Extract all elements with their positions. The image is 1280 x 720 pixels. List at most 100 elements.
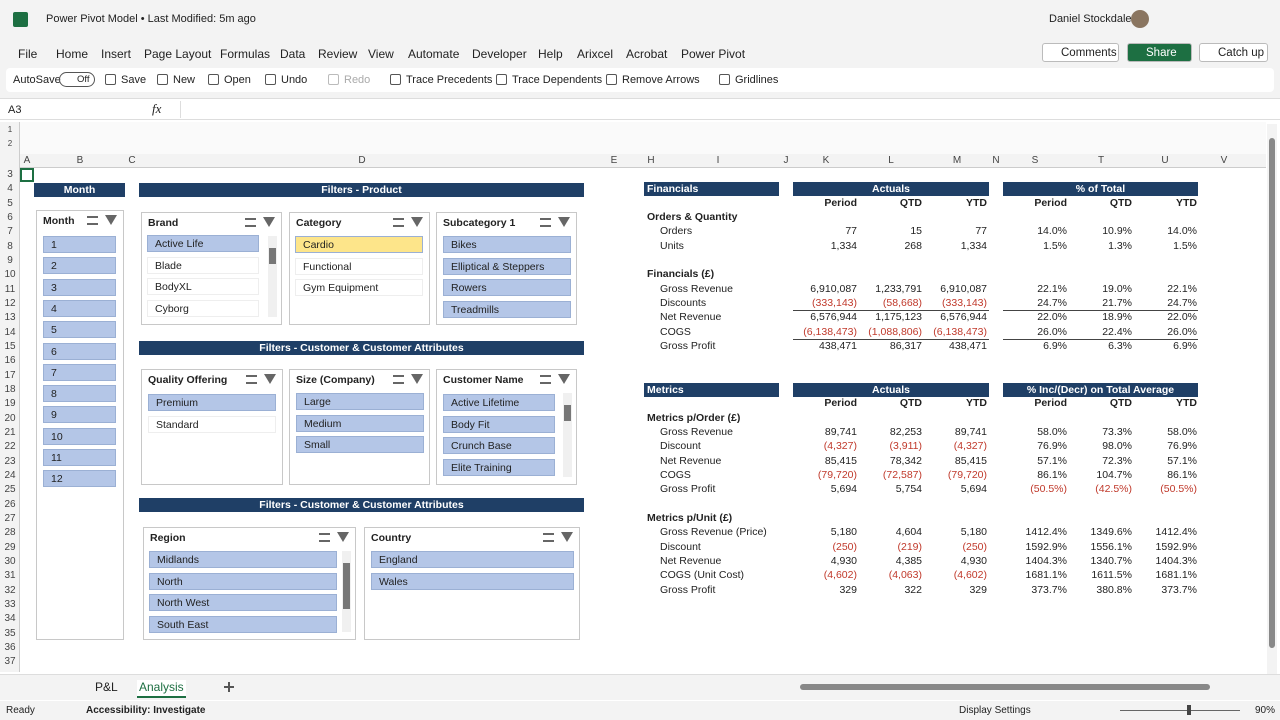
row-header[interactable]: 34 xyxy=(4,613,16,625)
toolbar-button[interactable]: Open xyxy=(224,74,251,86)
slicer-item[interactable]: BodyXL xyxy=(147,278,259,295)
slicer-item[interactable]: Active Life xyxy=(147,235,259,252)
menu-tab[interactable]: Automate xyxy=(408,47,460,61)
slicer-item[interactable]: Blade xyxy=(147,256,259,274)
status-zoom[interactable]: 90% xyxy=(1255,705,1276,716)
clear-filter-icon[interactable] xyxy=(337,532,349,542)
multi-select-icon[interactable] xyxy=(393,218,404,227)
menu-tab[interactable]: Formulas xyxy=(220,47,271,61)
multi-select-icon[interactable] xyxy=(543,533,554,542)
column-header[interactable]: C xyxy=(128,155,136,166)
row-header[interactable]: 23 xyxy=(4,455,16,467)
slicer-item[interactable]: Midlands xyxy=(149,551,337,568)
row-header[interactable]: 31 xyxy=(4,570,16,582)
slicer-item[interactable]: North xyxy=(149,572,337,590)
clear-filter-icon[interactable] xyxy=(561,532,573,542)
row-header[interactable]: 4 xyxy=(7,183,13,195)
column-header[interactable]: B xyxy=(76,155,84,166)
slicer-item[interactable]: 10 xyxy=(43,427,116,445)
slicer-scroll-thumb[interactable] xyxy=(343,563,350,609)
row-header[interactable]: 24 xyxy=(4,469,16,481)
clear-filter-icon[interactable] xyxy=(411,374,423,384)
slicer-item[interactable]: 1 xyxy=(43,236,116,253)
toolbar-button[interactable]: Redo xyxy=(344,74,371,86)
row-header[interactable]: 30 xyxy=(4,555,16,567)
menu-button[interactable]: Share xyxy=(1127,43,1192,62)
sheet-tab[interactable]: P&L xyxy=(95,680,118,694)
row-header[interactable]: 7 xyxy=(7,226,13,238)
add-sheet-icon[interactable] xyxy=(228,682,230,692)
slicer-item[interactable]: Crunch Base xyxy=(443,437,555,454)
clear-filter-icon[interactable] xyxy=(264,374,276,384)
menu-button[interactable]: Comments xyxy=(1042,43,1119,62)
row-header[interactable]: 35 xyxy=(4,627,16,639)
status-accessibility[interactable]: Accessibility: Investigate xyxy=(86,705,206,716)
slicer-item[interactable]: 4 xyxy=(43,299,116,317)
row-header[interactable]: 21 xyxy=(4,426,16,438)
menu-tab[interactable]: Home xyxy=(56,47,89,61)
row-header[interactable]: 15 xyxy=(4,340,16,352)
menu-tab[interactable]: File xyxy=(18,47,38,61)
slicer-item[interactable]: North West xyxy=(149,594,337,611)
row-header[interactable]: 18 xyxy=(4,383,16,395)
column-header[interactable]: H xyxy=(647,155,655,166)
slicer-item[interactable]: Cardio xyxy=(295,236,423,253)
menu-button-label[interactable]: Comments xyxy=(1061,47,1117,59)
toolbar-button[interactable]: Trace Precedents xyxy=(406,74,493,86)
multi-select-icon[interactable] xyxy=(393,375,404,384)
column-header[interactable]: E xyxy=(610,155,618,166)
menu-tab[interactable]: View xyxy=(368,47,394,61)
row-header[interactable]: 11 xyxy=(4,283,16,295)
menu-tab[interactable]: Page Layout xyxy=(144,47,212,61)
slicer-item[interactable]: 8 xyxy=(43,385,116,403)
zoom-thumb[interactable] xyxy=(1187,705,1191,715)
multi-select-icon[interactable] xyxy=(540,218,551,227)
slicer-item[interactable]: Functional xyxy=(295,257,423,275)
menu-tab[interactable]: Review xyxy=(318,47,358,61)
toolbar-button[interactable]: Gridlines xyxy=(735,74,779,86)
slicer-item[interactable]: Cyborg xyxy=(147,299,259,317)
toolbar-button[interactable]: Save xyxy=(121,74,147,86)
menu-tab[interactable]: Insert xyxy=(101,47,132,61)
row-header[interactable]: 5 xyxy=(7,197,13,209)
slicer-item[interactable]: Bikes xyxy=(443,236,571,253)
clear-filter-icon[interactable] xyxy=(411,217,423,227)
slicer-item[interactable]: 9 xyxy=(43,406,116,424)
row-header[interactable]: 28 xyxy=(4,527,16,539)
scroll-thumb[interactable] xyxy=(1269,138,1275,648)
row-header[interactable]: 20 xyxy=(4,412,16,424)
row-header[interactable]: 19 xyxy=(4,398,16,410)
menu-tab[interactable]: Acrobat xyxy=(626,47,668,61)
slicer-scrollbar[interactable] xyxy=(563,393,572,477)
slicer-item[interactable]: Wales xyxy=(371,572,574,590)
row-header[interactable]: 2 xyxy=(7,139,13,148)
slicer-item[interactable]: 11 xyxy=(43,449,116,466)
menu-tab[interactable]: Power Pivot xyxy=(681,47,746,61)
multi-select-icon[interactable] xyxy=(540,375,551,384)
row-header[interactable]: 10 xyxy=(4,269,16,281)
name-box[interactable]: A3 xyxy=(8,104,22,116)
slicer-item[interactable]: Active Lifetime xyxy=(443,394,555,411)
row-header[interactable]: 6 xyxy=(7,211,13,223)
column-header[interactable]: M xyxy=(952,155,962,166)
slicer-item[interactable]: Medium xyxy=(296,414,424,432)
status-display-settings[interactable]: Display Settings xyxy=(959,705,1031,716)
multi-select-icon[interactable] xyxy=(245,218,256,227)
menu-tab[interactable]: Arixcel xyxy=(577,47,614,61)
h-scrollbar-thumb[interactable] xyxy=(800,684,1210,690)
row-header[interactable]: 1 xyxy=(7,125,13,134)
slicer-item[interactable]: Gym Equipment xyxy=(295,279,423,296)
zoom-slider[interactable] xyxy=(1120,710,1240,711)
toolbar-button[interactable]: Undo xyxy=(281,74,308,86)
multi-select-icon[interactable] xyxy=(246,375,257,384)
slicer-item[interactable]: Body Fit xyxy=(443,415,555,433)
row-header[interactable]: 29 xyxy=(4,541,16,553)
slicer-item[interactable]: 7 xyxy=(43,363,116,381)
menu-tab[interactable]: Data xyxy=(280,47,306,61)
column-header[interactable]: A xyxy=(23,155,31,166)
slicer-scrollbar[interactable] xyxy=(268,236,277,317)
column-header[interactable]: U xyxy=(1161,155,1169,166)
multi-select-icon[interactable] xyxy=(87,216,98,225)
slicer-item[interactable]: 12 xyxy=(43,470,116,488)
slicer-item[interactable]: Premium xyxy=(148,394,276,411)
